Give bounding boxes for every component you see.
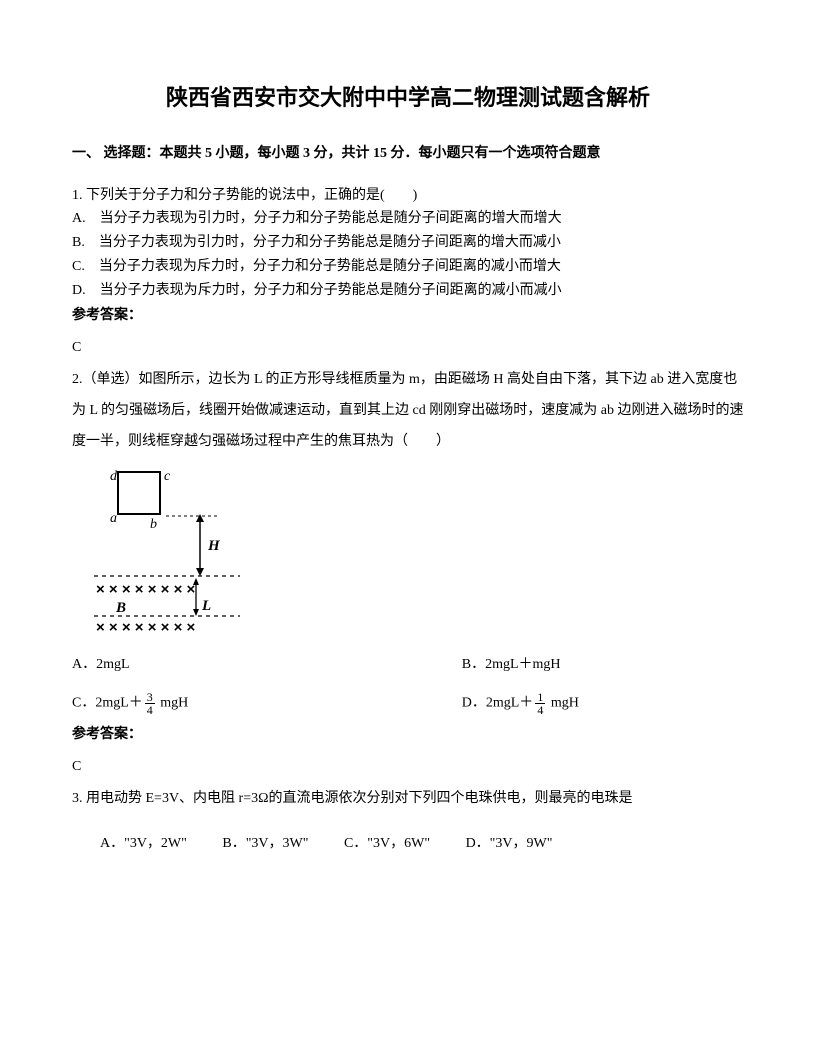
q1-stem: 1. 下列关于分子力和分子势能的说法中，正确的是( ) [72, 184, 744, 208]
label-L: L [201, 598, 211, 614]
q1-option-b: B. 当分子力表现为引力时，分子力和分子势能总是随分子间距离的增大而减小 [72, 231, 744, 255]
svg-text:× × × × × × × ×: × × × × × × × × [96, 619, 195, 636]
label-H: H [207, 538, 221, 554]
page-title: 陕西省西安市交大附中中学高二物理测试题含解析 [72, 80, 744, 115]
label-a: a [110, 511, 117, 526]
q2-stem: 2.（单选）如图所示，边长为 L 的正方形导线框质量为 m，由距磁场 H 高处自… [72, 365, 744, 457]
q1-answer-label: 参考答案： [72, 305, 744, 327]
q3-option-c: C．"3V，6W" [344, 827, 430, 861]
q1-option-d: D. 当分子力表现为斥力时，分子力和分子势能总是随分子间距离的减小而减小 [72, 279, 744, 303]
q3-option-a: A．"3V，2W" [100, 827, 187, 861]
question-1: 1. 下列关于分子力和分子势能的说法中，正确的是( ) A. 当分子力表现为引力… [72, 184, 744, 360]
q2-option-d: D．2mgL＋14 mgH [462, 691, 744, 716]
q2-options-row1: A．2mgL B．2mgL＋mgH [72, 654, 744, 676]
label-c: c [164, 469, 171, 484]
svg-text:× × × × × × × ×: × × × × × × × × [96, 581, 195, 598]
q3-option-b: B．"3V，3W" [222, 827, 308, 861]
q3-stem: 3. 用电动势 E=3V、内电阻 r=3Ω的直流电源依次分别对下列四个电珠供电，… [72, 784, 744, 815]
label-B: B [115, 600, 126, 616]
section-header: 一、 选择题：本题共 5 小题，每小题 3 分，共计 15 分．每小题只有一个选… [72, 143, 744, 165]
q2-option-b: B．2mgL＋mgH [462, 654, 744, 676]
q2-diagram: d c a b H × × × × × × × × × × × × × × × … [90, 466, 744, 644]
q2-option-a: A．2mgL [72, 654, 462, 676]
q1-answer: C [72, 337, 744, 359]
field-crosses: × × × × × × × × × × × × × × × × [96, 581, 195, 636]
q2-option-c: C．2mgL＋34 mgH [72, 691, 462, 716]
q3-options: A．"3V，2W" B．"3V，3W" C．"3V，6W" D．"3V，9W" [72, 827, 744, 861]
q2-answer: C [72, 756, 744, 778]
q1-option-a: A. 当分子力表现为引力时，分子力和分子势能总是随分子间距离的增大而增大 [72, 207, 744, 231]
label-b: b [150, 517, 157, 532]
q2-options-row2: C．2mgL＋34 mgH D．2mgL＋14 mgH [72, 691, 744, 716]
label-d: d [110, 469, 118, 484]
q2-answer-label: 参考答案： [72, 724, 744, 746]
question-3: 3. 用电动势 E=3V、内电阻 r=3Ω的直流电源依次分别对下列四个电珠供电，… [72, 784, 744, 860]
q3-option-d: D．"3V，9W" [466, 827, 553, 861]
question-2: 2.（单选）如图所示，边长为 L 的正方形导线框质量为 m，由距磁场 H 高处自… [72, 365, 744, 778]
q1-option-c: C. 当分子力表现为斥力时，分子力和分子势能总是随分子间距离的减小而增大 [72, 255, 744, 279]
